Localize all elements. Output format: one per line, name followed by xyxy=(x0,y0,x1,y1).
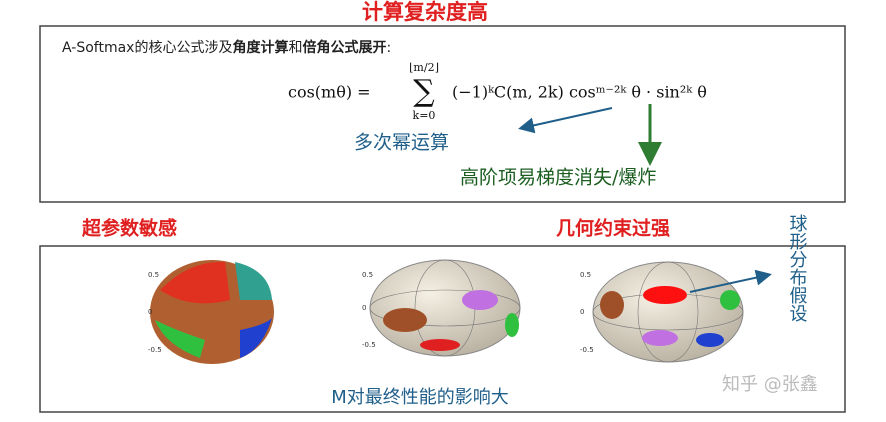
formula-lower: k=0 xyxy=(413,109,436,122)
intro-part: 倍角公式展开 xyxy=(302,39,386,56)
formula: cos(mθ) = ∑ ⌊m/2⌋ k=0 (−1)ᵏC(m, 2k) cosᵐ… xyxy=(288,61,707,122)
title: 计算复杂度高 xyxy=(362,0,488,24)
tick: 0.5 xyxy=(580,271,591,279)
annotation-power: 多次幂运算 xyxy=(354,132,449,154)
issue-hyperparam: 超参数敏感 xyxy=(81,217,177,240)
arrow-power xyxy=(518,107,613,134)
side-label: 球形分布假设 xyxy=(787,214,808,322)
intro-part: 和 xyxy=(288,40,302,56)
plots-box xyxy=(39,245,846,413)
formula-terms: (−1)ᵏC(m, 2k) cosᵐ⁻²ᵏ θ · sin²ᵏ θ xyxy=(452,83,707,102)
intro-part: : xyxy=(386,40,391,56)
sphere-plot: 0.5 0 -0.5 xyxy=(580,261,744,363)
intro-part: A-Softmax的核心公式涉及 xyxy=(62,40,232,56)
tick: -0.5 xyxy=(362,341,376,349)
watermark: 知乎 @张鑫 xyxy=(722,374,818,395)
intro: A-Softmax的核心公式涉及角度计算和倍角公式展开: xyxy=(62,39,391,56)
issue-geometry: 几何约束过强 xyxy=(556,217,670,240)
intro-part: 角度计算 xyxy=(232,39,288,56)
arrow-sphere xyxy=(689,269,772,293)
sphere-plot: 0.5 0 -0.5 xyxy=(148,260,274,364)
caption: M对最终性能的影响大 xyxy=(331,387,509,408)
sphere-plot: 0.5 0 -0.5 xyxy=(362,259,521,357)
tick: -0.5 xyxy=(580,346,594,354)
tick: 0 xyxy=(362,304,366,312)
tick: 0 xyxy=(148,308,152,316)
annotation-gradient: 高阶项易梯度消失/爆炸 xyxy=(460,167,656,189)
formula-sum: ∑ xyxy=(413,74,435,109)
tick: 0 xyxy=(580,308,584,316)
tick: 0.5 xyxy=(362,271,373,279)
formula-upper: ⌊m/2⌋ xyxy=(409,61,439,74)
tick: -0.5 xyxy=(148,346,162,354)
formula-lhs: cos(mθ) = xyxy=(288,83,371,102)
formula-box xyxy=(39,25,846,203)
tick: 0.5 xyxy=(148,271,159,279)
